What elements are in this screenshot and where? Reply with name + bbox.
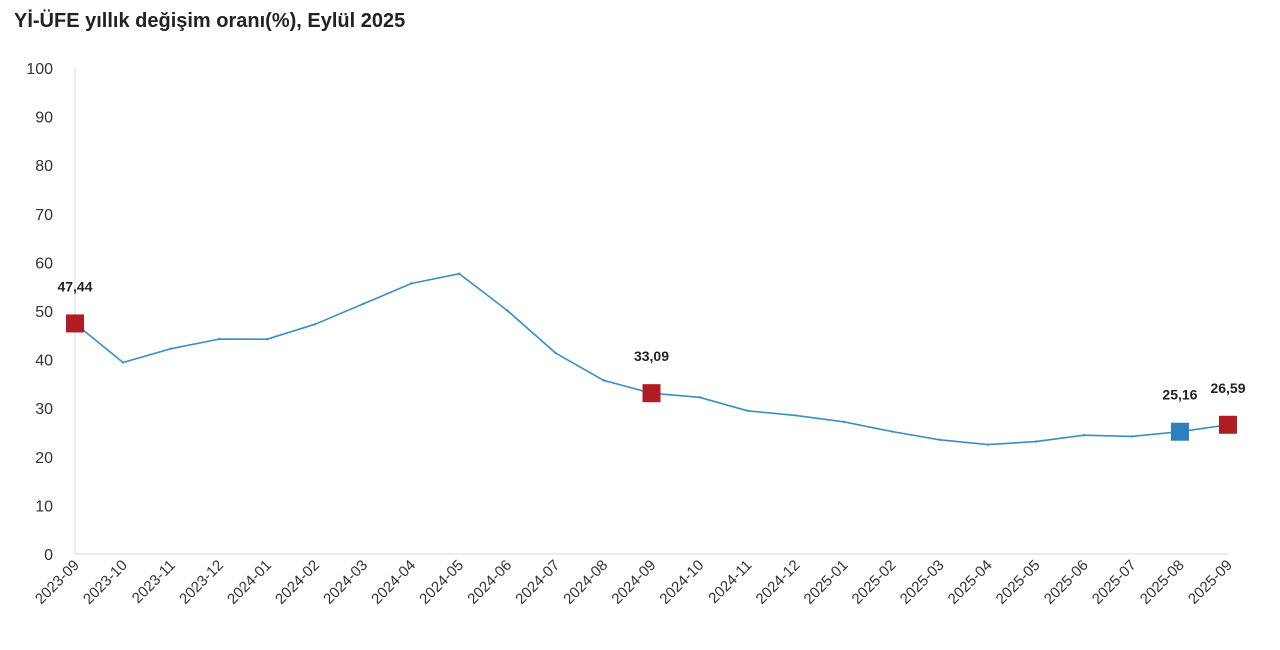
chart-title: Yİ-ÜFE yıllık değişim oranı(%), Eylül 20… bbox=[14, 10, 406, 32]
data-point bbox=[794, 414, 797, 417]
x-tick-label: 2024-09 bbox=[608, 557, 659, 608]
y-tick-label: 80 bbox=[35, 158, 53, 175]
data-label: 33,09 bbox=[634, 348, 669, 364]
data-point bbox=[506, 309, 509, 312]
y-tick-label: 90 bbox=[35, 110, 53, 127]
x-tick-label: 2024-05 bbox=[416, 557, 467, 608]
x-tick-label: 2024-02 bbox=[272, 557, 323, 608]
y-tick-label: 70 bbox=[35, 207, 53, 224]
data-point bbox=[1034, 440, 1038, 443]
data-point bbox=[1082, 433, 1086, 437]
y-tick-label: 20 bbox=[35, 450, 53, 467]
x-axis: 2023-092023-102023-112023-122024-012024-… bbox=[32, 553, 1236, 608]
data-point bbox=[458, 272, 461, 275]
highlight-marker bbox=[642, 384, 661, 403]
x-tick-label: 2024-08 bbox=[560, 557, 611, 608]
x-tick-label: 2024-01 bbox=[224, 557, 275, 608]
x-tick-label: 2023-11 bbox=[129, 557, 179, 607]
data-point bbox=[217, 337, 221, 341]
y-tick-label: 10 bbox=[35, 498, 53, 515]
x-tick-label: 2025-09 bbox=[1185, 557, 1236, 608]
y-tick-label: 50 bbox=[35, 304, 53, 321]
highlight-markers: 47,44 33,09 25,16 26,59 bbox=[57, 278, 1246, 441]
data-point bbox=[362, 302, 365, 306]
highlight-marker bbox=[1219, 415, 1237, 434]
data-label: 25,16 bbox=[1162, 387, 1197, 403]
y-tick-label: 40 bbox=[35, 353, 53, 370]
y-tick-label: 100 bbox=[26, 61, 53, 78]
data-point bbox=[169, 347, 173, 350]
x-tick-label: 2023-10 bbox=[80, 557, 131, 608]
x-tick-label: 2025-06 bbox=[1041, 557, 1092, 608]
x-tick-label: 2024-07 bbox=[512, 557, 563, 608]
x-tick-label: 2025-05 bbox=[993, 557, 1044, 608]
y-axis: 0 10 20 30 40 50 60 70 80 90 100 bbox=[26, 61, 76, 564]
x-tick-label: 2024-04 bbox=[368, 557, 419, 608]
data-point bbox=[121, 361, 125, 364]
x-tick-label: 2025-08 bbox=[1137, 557, 1188, 608]
x-tick-label: 2025-03 bbox=[897, 557, 948, 608]
y-tick-label: 0 bbox=[44, 547, 53, 564]
data-point bbox=[986, 443, 989, 446]
data-point bbox=[1130, 435, 1134, 438]
highlight-marker bbox=[1170, 422, 1189, 441]
data-point bbox=[314, 322, 317, 326]
data-label: 47,44 bbox=[57, 278, 92, 294]
data-point bbox=[554, 351, 557, 355]
x-tick-label: 2023-09 bbox=[32, 557, 83, 608]
data-point bbox=[842, 420, 845, 424]
x-tick-label: 2023-12 bbox=[176, 557, 227, 608]
data-point bbox=[746, 409, 749, 412]
data-point bbox=[938, 438, 941, 441]
data-point bbox=[602, 379, 605, 382]
x-tick-label: 2025-01 bbox=[801, 557, 852, 608]
data-label: 26,59 bbox=[1210, 380, 1245, 396]
x-tick-label: 2024-11 bbox=[705, 557, 755, 607]
x-tick-label: 2024-03 bbox=[320, 557, 371, 608]
x-tick-label: 2025-02 bbox=[849, 557, 900, 608]
x-tick-label: 2024-06 bbox=[464, 557, 515, 608]
data-point bbox=[410, 282, 413, 285]
data-point bbox=[698, 396, 701, 399]
x-tick-label: 2025-04 bbox=[945, 557, 996, 608]
y-tick-label: 60 bbox=[35, 255, 53, 272]
data-point bbox=[265, 337, 269, 341]
y-tick-label: 30 bbox=[35, 401, 53, 418]
data-point bbox=[890, 430, 893, 433]
x-tick-label: 2024-10 bbox=[656, 557, 707, 608]
x-tick-label: 2024-12 bbox=[752, 557, 803, 608]
x-tick-label: 2025-07 bbox=[1089, 557, 1140, 608]
highlight-marker bbox=[66, 314, 84, 333]
